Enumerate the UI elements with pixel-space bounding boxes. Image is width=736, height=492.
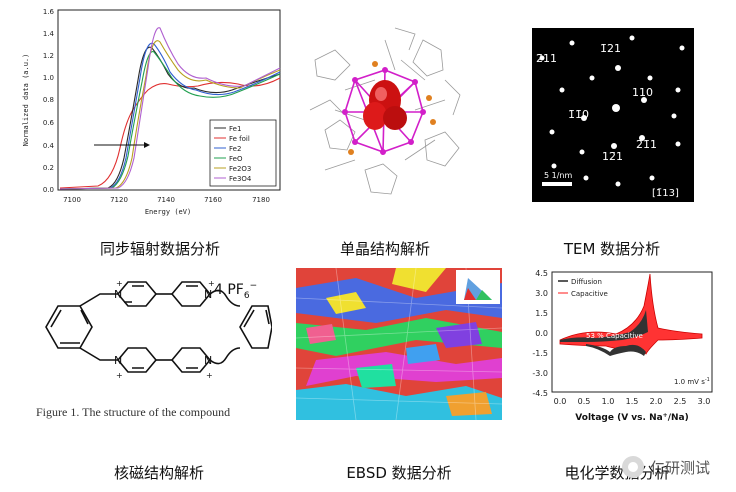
series-fe2o3 (59, 40, 281, 190)
legend-label: Fe2 (229, 145, 241, 153)
x-axis-label: Energy (eV) (145, 208, 191, 216)
legend-label: Diffusion (571, 278, 602, 286)
xtick: 7180 (252, 196, 270, 204)
series-fe2 (59, 42, 281, 190)
spot-label: 110 (632, 86, 653, 99)
xtick: 7100 (63, 196, 81, 204)
spot-label: 1̄21 (600, 42, 621, 55)
ebsd-map-image (296, 268, 502, 420)
y-axis-label: Normalized data (a.u.) (22, 54, 30, 147)
capacitive-annotation: 53 % Capacitive (586, 332, 643, 340)
xtick: 0.5 (578, 397, 591, 406)
ytick: 0.4 (43, 142, 55, 150)
series-feo (59, 51, 281, 190)
ytick: 1.4 (43, 30, 55, 38)
spot-label: 1̄1̄0 (568, 108, 589, 121)
ytick: 1.5 (535, 309, 548, 318)
ytick: 1.0 (43, 74, 54, 82)
spot-label: 21̄1 (636, 138, 657, 151)
scan-rate-label: 1.0 mV s-1 (674, 377, 710, 386)
ytick: -3.0 (532, 369, 548, 378)
caption-crystal: 单晶结构解析 (339, 240, 430, 258)
xtick: 0.0 (554, 397, 567, 406)
diffusion-area (560, 310, 648, 342)
compound-structure-image: N + N + N + N + 4 PF6− Figure 1. The structu… (36, 272, 273, 432)
legend-label: Capacitive (571, 290, 608, 298)
svg-text:N: N (114, 354, 122, 367)
xtick: 1.5 (626, 397, 639, 406)
ytick: 1.6 (43, 8, 55, 16)
svg-text:+: + (206, 371, 213, 380)
ytick: 0.0 (43, 186, 54, 194)
xas-plot: 0.0 0.2 0.4 0.6 0.8 1.0 1.2 1.4 1.6 7100… (18, 8, 284, 218)
xtick: 2.0 (650, 397, 663, 406)
legend-label: Fe1 (229, 125, 241, 133)
crystal-structure-image (305, 20, 465, 200)
watermark-text: 仁研测试 (649, 458, 710, 477)
series-fe-foil (59, 77, 281, 189)
svg-text:+: + (116, 371, 123, 380)
ytick: 0.0 (535, 329, 548, 338)
svg-text:+: + (116, 279, 123, 288)
legend-label: Fe foil (229, 135, 250, 143)
legend-label: Fe2O3 (229, 165, 251, 173)
ytick: -4.5 (532, 389, 548, 398)
caption-xas: 同步辐射数据分析 (99, 240, 220, 258)
xtick: 7160 (204, 196, 222, 204)
svg-text:N: N (204, 288, 212, 301)
counterion-label: 4 PF6− (214, 281, 257, 301)
watermark-logo-icon (621, 456, 644, 478)
xtick: 3.0 (698, 397, 711, 406)
arrowhead-icon (144, 142, 150, 148)
ytick: -1.5 (532, 349, 548, 358)
xtick: 7140 (157, 196, 175, 204)
svg-text:+: + (208, 279, 215, 288)
ytick: 4.5 (535, 269, 548, 278)
ytick: 0.6 (43, 119, 55, 127)
series-fe3o4 (59, 27, 281, 190)
xtick: 1.0 (602, 397, 615, 406)
caption-tem: TEM 数据分析 (563, 240, 661, 258)
watermark: 仁研测试 (621, 456, 710, 478)
caption-nmr: 核磁结构解析 (113, 464, 204, 482)
ytick: 0.8 (43, 96, 54, 104)
zone-axis-label: [1̄13] (652, 188, 679, 199)
ytick: 0.2 (43, 164, 54, 172)
caption-ebsd: EBSD 数据分析 (346, 464, 452, 482)
tem-diffraction-image: 2̄11 1̄21 110 1̄1̄0 12̄1 21̄1 5 1/nm [1̄… (532, 28, 694, 202)
x-axis-label: Voltage (V vs. Na+/Na) (575, 412, 688, 423)
cv-plot: 4.5 3.0 1.5 0.0 -1.5 -3.0 -4.5 0.0 0.5 1… (526, 266, 716, 438)
xtick: 2.5 (674, 397, 687, 406)
spot-label: 12̄1 (602, 150, 623, 163)
diffusion-area-lower (586, 344, 646, 356)
legend-label: FeO (229, 155, 243, 163)
xtick: 7120 (110, 196, 128, 204)
ytick: 1.2 (43, 52, 54, 60)
legend-label: Fe3O4 (229, 175, 252, 183)
figure-caption: Figure 1. The structure of the compound (36, 405, 230, 419)
spot-label: 2̄11 (536, 52, 557, 65)
legend-box (209, 119, 277, 187)
scale-bar (542, 182, 572, 186)
scale-bar-label: 5 1/nm (544, 171, 572, 180)
svg-text:N: N (204, 354, 212, 367)
svg-text:N: N (114, 288, 122, 301)
ytick: 3.0 (535, 289, 548, 298)
